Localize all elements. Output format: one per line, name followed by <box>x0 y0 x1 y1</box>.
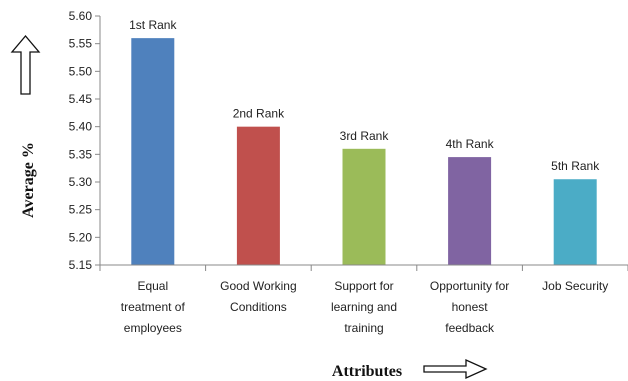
bar <box>448 157 492 265</box>
category-label-line: learning and <box>331 300 397 314</box>
bar <box>236 126 280 266</box>
y-tick-label: 5.15 <box>69 258 93 272</box>
category-label-line: Equal <box>137 279 168 293</box>
bar <box>342 148 386 265</box>
x-axis-title: Attributes <box>332 363 402 380</box>
data-label: 2nd Rank <box>233 107 285 121</box>
category-label: Job Security <box>542 279 608 293</box>
y-tick-label: 5.25 <box>69 203 93 217</box>
category-label-line: Good Working <box>220 279 296 293</box>
category-label-line: training <box>344 321 383 335</box>
data-label: 1st Rank <box>129 18 177 32</box>
category-label: Equal treatment of employees <box>121 279 186 335</box>
category-label: Good Working Conditions <box>220 279 296 314</box>
y-tick-label: 5.30 <box>69 175 93 189</box>
data-label: 4th Rank <box>446 137 495 151</box>
y-tick-label: 5.50 <box>69 64 93 78</box>
data-label: 3rd Rank <box>340 129 390 143</box>
y-tick-label: 5.20 <box>69 230 93 244</box>
bar <box>131 38 175 266</box>
category-label-line: feedback <box>445 321 495 335</box>
y-tick-label: 5.40 <box>69 120 93 134</box>
up-arrow-icon <box>10 34 41 95</box>
category-label-line: employees <box>124 321 182 335</box>
category-label-line: Support for <box>334 279 393 293</box>
y-tick-label: 5.45 <box>69 92 93 106</box>
category-label: Support for learning and training <box>331 279 397 335</box>
category-label-line: Conditions <box>230 300 287 314</box>
y-axis-ticks: 5.15 5.20 5.25 5.30 5.35 5.40 5.45 5.50 5.55 5.60 <box>69 9 628 272</box>
category-label-line: treatment of <box>121 300 186 314</box>
y-tick-label: 5.35 <box>69 147 93 161</box>
bars <box>131 38 597 266</box>
right-arrow-icon <box>423 358 488 380</box>
y-tick-label: 5.55 <box>69 37 93 51</box>
y-tick-label: 5.60 <box>69 9 93 23</box>
category-label-line: Opportunity for <box>430 279 509 293</box>
category-label: Opportunity for honest feedback <box>430 279 509 335</box>
category-labels: Equal treatment of employees Good Working Co… <box>121 279 608 335</box>
data-labels: 1st Rank 2nd Rank 3rd Rank 4th Rank 5th Rank <box>129 18 600 173</box>
y-axis-title: Average % <box>20 142 37 218</box>
category-label-line: honest <box>452 300 489 314</box>
data-label: 5th Rank <box>551 159 600 173</box>
bar <box>553 179 597 265</box>
category-label-line: Job Security <box>542 279 608 293</box>
